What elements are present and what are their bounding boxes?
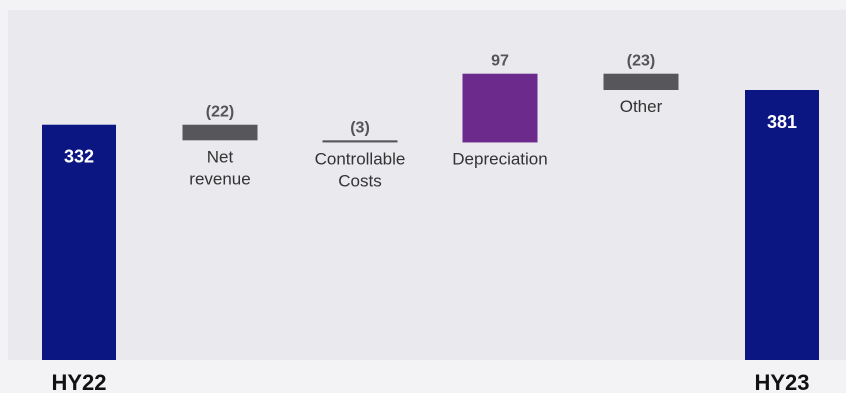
category-label-5: HY23: [754, 370, 809, 393]
value-label-0: 332: [64, 147, 94, 167]
value-label-5: 381: [767, 112, 797, 132]
bar-0: [42, 124, 116, 360]
category-label-0: HY22: [51, 370, 106, 393]
value-label-1: (22): [206, 104, 234, 121]
value-label-2: (3): [350, 119, 370, 136]
chart-background: [8, 10, 846, 360]
bar-5: [745, 90, 819, 360]
category-label-4: Other: [620, 97, 663, 116]
bar-2: [322, 140, 398, 143]
bar-1: [182, 124, 258, 141]
value-label-4: (23): [627, 53, 655, 70]
category-label-1: Net revenue: [189, 147, 250, 188]
value-label-3: 97: [491, 53, 509, 70]
bar-3: [462, 73, 538, 143]
bar-4: [603, 73, 679, 90]
category-label-3: Depreciation: [452, 149, 547, 168]
category-label-2: Controllable Costs: [315, 149, 406, 190]
